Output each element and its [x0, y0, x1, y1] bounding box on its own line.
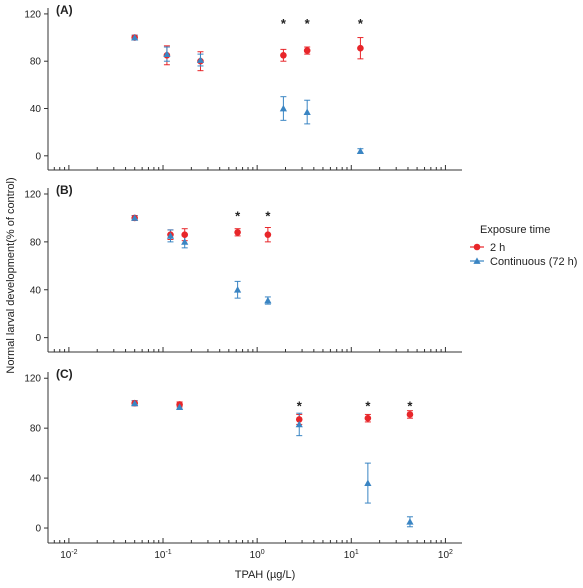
legend-entry-continuous: Continuous (72 h): [490, 256, 577, 268]
significance-star: *: [358, 16, 364, 31]
point-2h: [303, 47, 311, 54]
point-2h: [234, 228, 241, 236]
panel-label: (B): [56, 183, 73, 197]
point-continuous: [303, 108, 311, 115]
point-2h: [357, 44, 364, 52]
point-continuous: [406, 518, 414, 525]
point-continuous: [234, 286, 242, 293]
point-continuous: [356, 147, 365, 154]
legend-swatch-continuous: [473, 257, 481, 264]
point-continuous: [166, 232, 175, 239]
point-continuous: [196, 56, 205, 63]
point-continuous: [131, 214, 139, 221]
point-2h: [181, 231, 189, 238]
significance-star: *: [407, 398, 413, 413]
point-continuous: [131, 399, 139, 407]
significance-star: *: [265, 208, 271, 223]
significance-star: *: [305, 16, 311, 31]
y-tick-label: 0: [35, 524, 41, 535]
y-tick-label: 120: [24, 374, 41, 385]
point-2h: [364, 414, 372, 422]
point-2h: [295, 416, 303, 423]
y-tick-label: 80: [30, 57, 42, 68]
y-tick-label: 120: [24, 189, 41, 200]
significance-star: *: [235, 208, 241, 223]
point-continuous: [175, 403, 184, 410]
point-continuous: [279, 104, 287, 112]
x-tick-label: 100: [250, 549, 265, 561]
x-tick-label: 101: [344, 549, 359, 561]
significance-star: *: [297, 398, 303, 413]
panel-label: (A): [56, 3, 73, 17]
y-tick-label: 80: [30, 424, 42, 435]
point-continuous: [264, 296, 272, 304]
legend-entry-2h: 2 h: [490, 242, 505, 254]
y-tick-label: 40: [30, 104, 42, 115]
y-tick-label: 40: [30, 474, 42, 485]
y-tick-label: 40: [30, 285, 42, 296]
significance-star: *: [281, 16, 287, 31]
y-tick-label: 120: [24, 9, 41, 20]
y-axis-title: Normal larval development(% of control): [5, 177, 17, 373]
x-axis-title: TPAH (µg/L): [235, 569, 296, 581]
y-tick-label: 0: [35, 333, 41, 344]
point-continuous: [295, 420, 303, 428]
legend-title: Exposure time: [480, 224, 550, 236]
panel-label: (C): [56, 367, 73, 381]
point-2h: [406, 411, 414, 418]
point-2h: [264, 231, 272, 238]
point-continuous: [163, 50, 171, 57]
legend-swatch-2h: [473, 243, 481, 251]
y-tick-label: 0: [35, 151, 41, 162]
point-continuous: [131, 33, 139, 41]
x-tick-label: 102: [438, 549, 453, 561]
point-continuous: [364, 479, 372, 486]
point-2h: [280, 51, 287, 59]
significance-star: *: [365, 398, 371, 413]
x-tick-label: 10-2: [60, 549, 77, 561]
x-tick-label: 10-1: [154, 549, 171, 561]
y-tick-label: 80: [30, 237, 42, 248]
point-continuous: [181, 238, 189, 245]
